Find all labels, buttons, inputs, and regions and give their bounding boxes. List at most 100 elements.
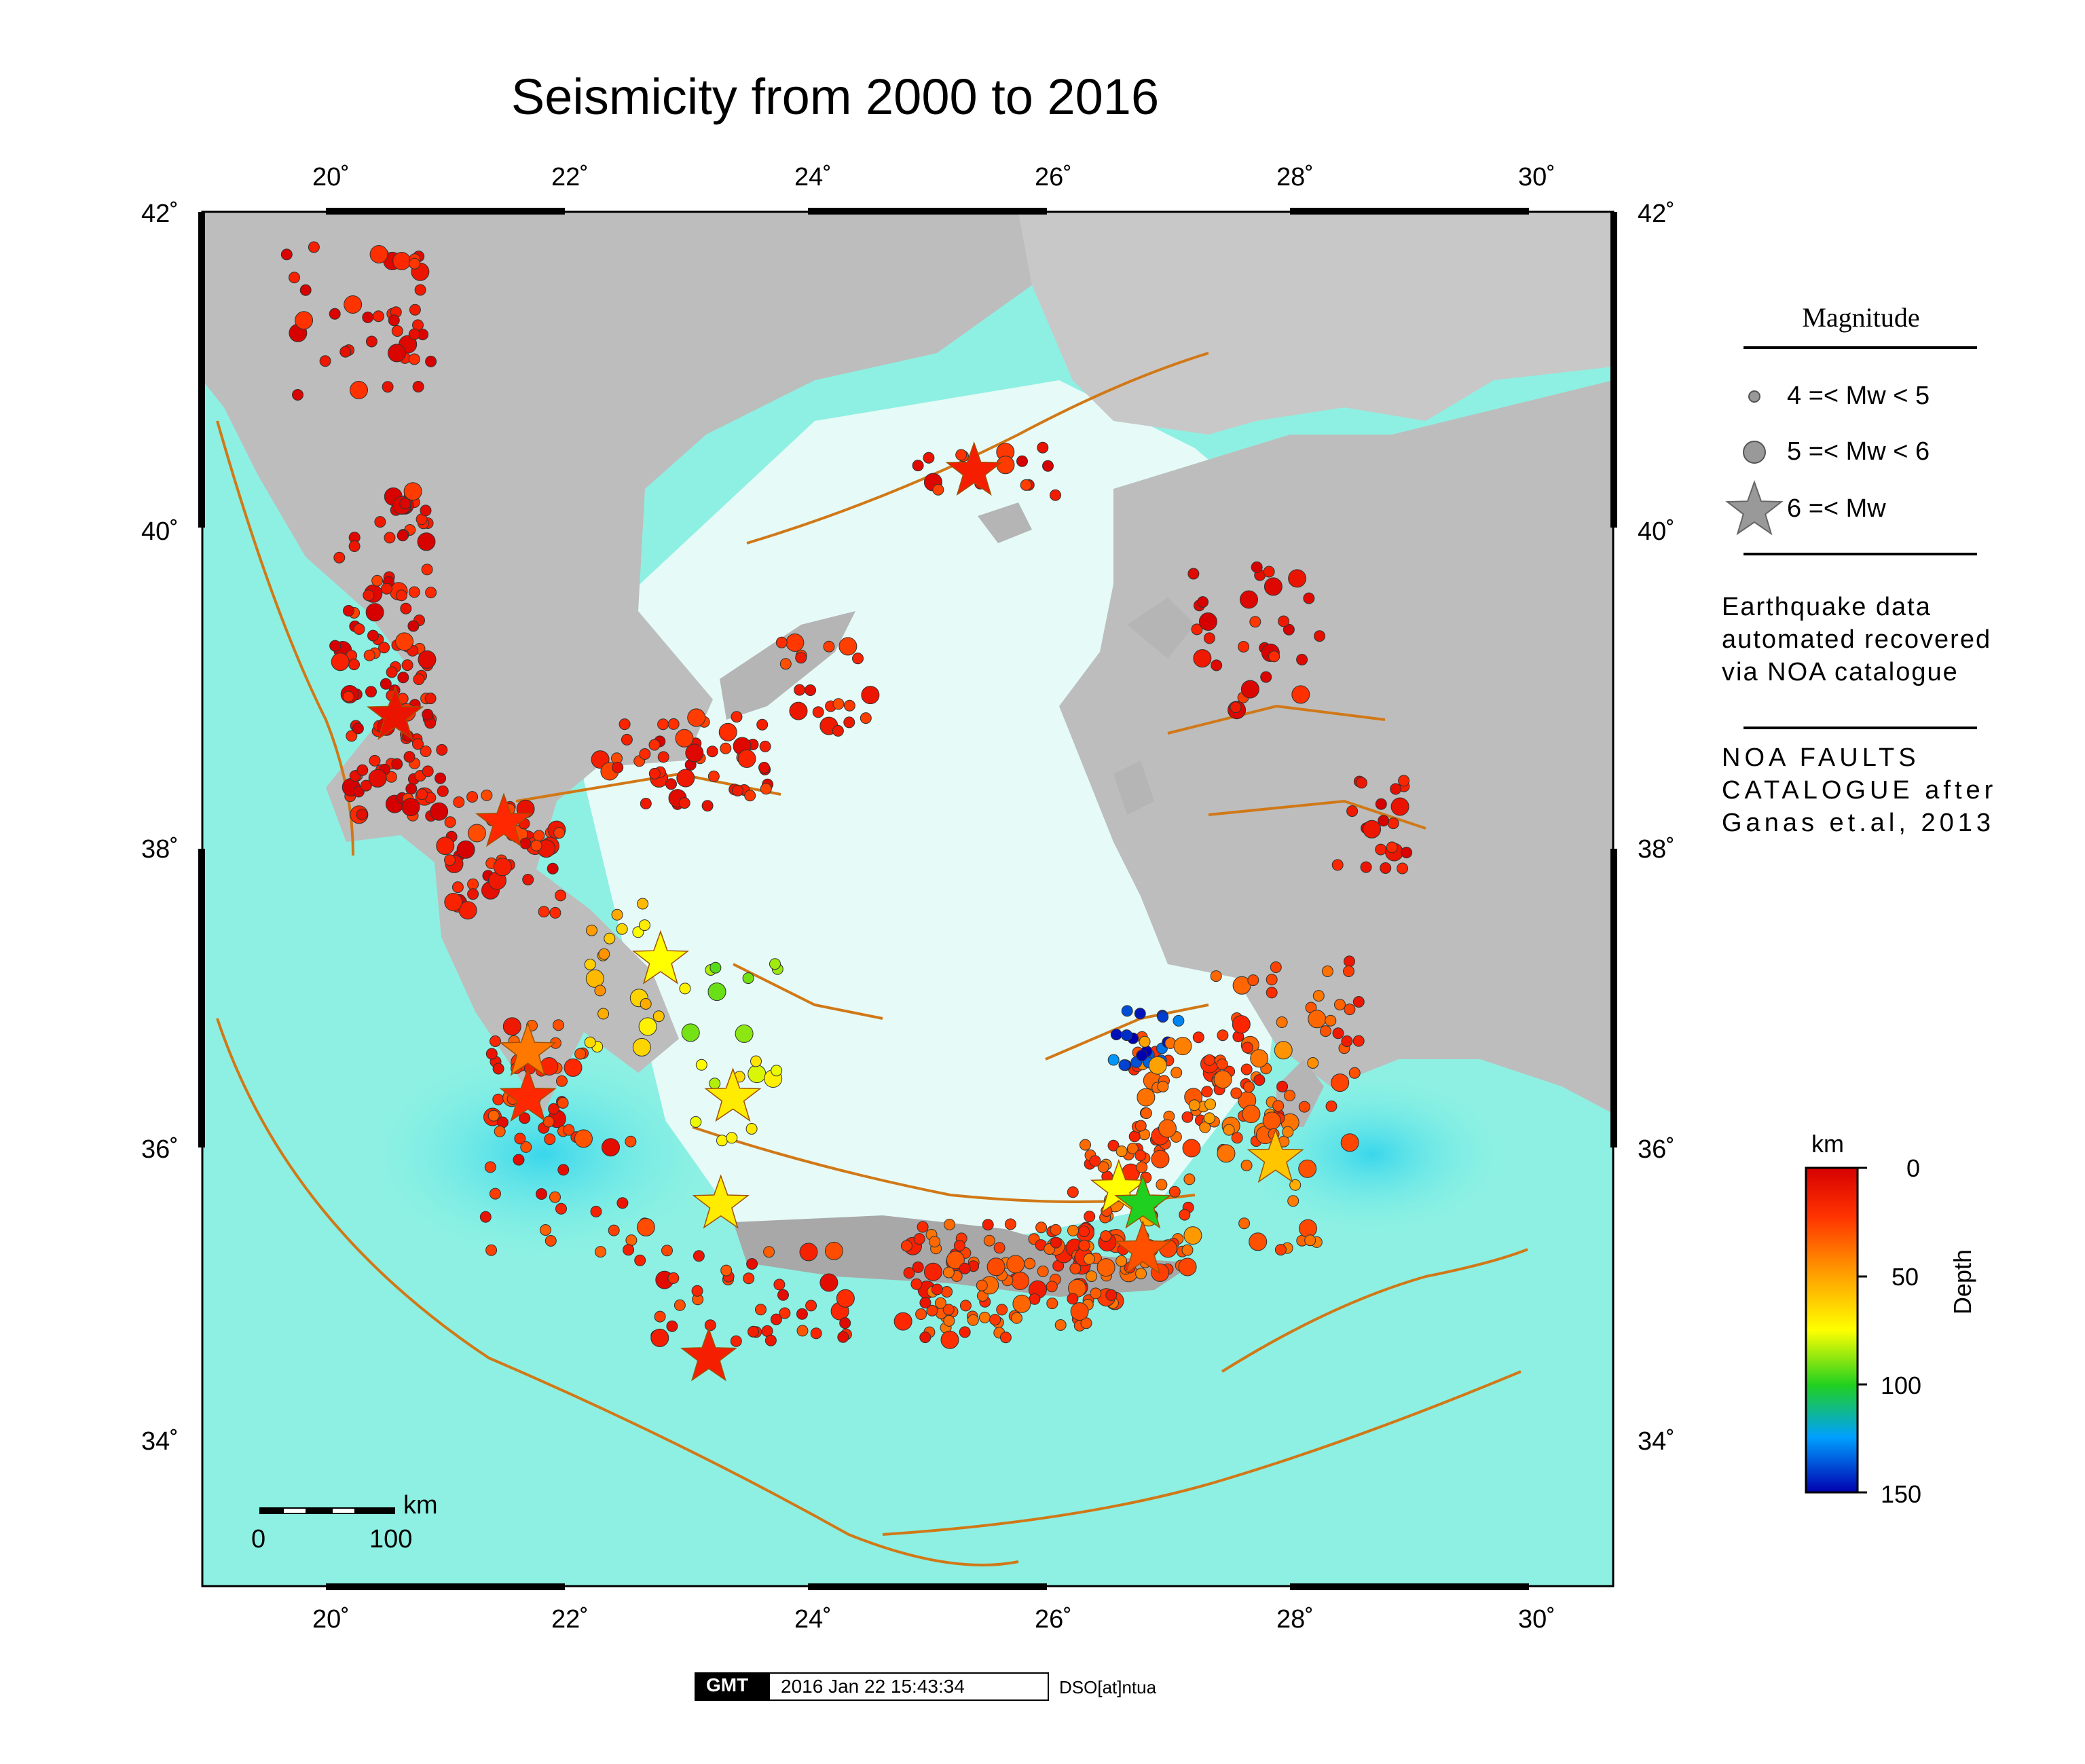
earthquake-dot: [369, 245, 388, 263]
earthquake-dot: [1216, 1059, 1228, 1070]
earthquake-dot: [1201, 1086, 1213, 1098]
earthquake-dot: [1263, 577, 1283, 596]
earthquake-dot: [331, 653, 350, 672]
earthquake-dot: [1128, 1131, 1141, 1143]
earthquake-dot: [1192, 1031, 1204, 1044]
earthquake-dot: [931, 1283, 943, 1296]
colorbar-unit: km: [1811, 1130, 1844, 1158]
earthquake-dot: [557, 1164, 570, 1176]
large-earthquake-stars: [367, 441, 1304, 1382]
earthquake-dot: [687, 708, 706, 727]
earthquake-dot: [1115, 1145, 1128, 1158]
earthquake-dot: [923, 452, 935, 464]
earthquake-dot: [403, 482, 422, 501]
earthquake-dot: [1083, 1253, 1095, 1265]
earthquake-dot: [756, 718, 769, 731]
earthquake-dot: [1080, 1139, 1091, 1151]
earthquake-dot: [444, 893, 463, 911]
earthquake-dot: [604, 932, 616, 944]
earthquake-dot: [333, 551, 346, 564]
earthquake-dot: [1276, 1016, 1288, 1028]
earthquake-dot: [893, 1312, 912, 1331]
earthquake-dot: [1387, 817, 1399, 830]
earthquake-dot: [484, 1161, 496, 1173]
earthquake-dot: [1325, 1100, 1337, 1112]
earthquake-dot: [1375, 798, 1387, 810]
map-title: Seismicity from 2000 to 2016: [511, 69, 1160, 125]
earthquake-dot: [1105, 1289, 1118, 1301]
earthquake-dot: [456, 840, 475, 859]
earthquake-dot: [1035, 1221, 1048, 1234]
earthquake-dot: [424, 693, 437, 705]
earthquake-dot: [695, 1059, 707, 1071]
anatolian-fault: [1208, 799, 1426, 830]
earthquake-dot: [704, 1319, 716, 1331]
earthquake-dot: [1230, 1087, 1242, 1099]
earthquake-dot: [585, 969, 604, 988]
earthquake-dot: [982, 1219, 994, 1231]
earthquake-dot: [910, 1278, 923, 1290]
earthquake-dot: [1274, 1041, 1293, 1060]
earthquake-dot: [487, 1109, 500, 1122]
levant-fault: [1221, 1248, 1528, 1373]
earthquake-dot: [466, 791, 479, 803]
earthquake-dot: [416, 788, 428, 801]
scalebar: [259, 1507, 395, 1514]
earthquake-dot: [843, 699, 855, 712]
frame-ticks: [198, 208, 1617, 1590]
earthquake-dot: [437, 785, 449, 797]
earthquake-dot: [674, 1299, 686, 1311]
earthquake-dot: [352, 722, 364, 735]
earthquake-dot: [611, 908, 623, 921]
earthquake-dot: [356, 809, 368, 821]
scalebar-label-0: 0: [251, 1525, 266, 1554]
colorbar-tick-150: 150: [1881, 1480, 1922, 1508]
earthquake-dot: [1217, 1144, 1236, 1163]
earthquake-dot: [943, 1315, 955, 1327]
earthquake-dot: [1243, 1081, 1255, 1093]
earthquake-dot: [408, 353, 420, 365]
earthquake-dot: [959, 1262, 971, 1274]
scalebar-unit: km: [403, 1491, 438, 1520]
earthquake-dot: [637, 898, 649, 910]
thrace-turkey: [1018, 212, 1613, 435]
lat-label-left-42: 42˚: [141, 200, 179, 228]
earthquake-dot: [917, 1221, 929, 1233]
earthquake-dot: [1110, 1029, 1122, 1041]
earthquake-dot: [388, 344, 406, 363]
earthquake-dot: [436, 837, 455, 856]
earthquake-dot: [430, 802, 449, 821]
earthquake-dot: [1118, 1059, 1130, 1071]
earthquake-dot: [1069, 1262, 1082, 1274]
earthquake-dot: [934, 1297, 946, 1309]
earthquake-dot: [912, 460, 924, 472]
earthquake-dot: [771, 1065, 783, 1077]
earthquake-dot: [693, 1250, 705, 1262]
earthquake-dot: [1183, 1226, 1202, 1245]
earthquake-dot: [485, 1244, 498, 1256]
earthquake-dot: [396, 530, 409, 542]
earthquake-dot: [755, 1304, 767, 1316]
earthquake-dot: [319, 355, 331, 367]
earthquake-dot: [595, 1246, 606, 1258]
earthquake-dot: [444, 854, 456, 866]
lon-label-bottom-30: 30˚: [1518, 1605, 1555, 1634]
earthquake-dot: [418, 650, 437, 669]
lat-label-left-36: 36˚: [141, 1135, 179, 1164]
earthquake-dot: [681, 1023, 700, 1042]
earthquake-dot: [623, 1244, 635, 1256]
earthquake-dot: [764, 1334, 777, 1346]
earthquake-dot: [542, 1116, 555, 1128]
earthquake-dot: [832, 698, 845, 710]
earthquake-dot: [544, 1133, 556, 1145]
earthquake-dot: [978, 1311, 991, 1323]
earthquake-dot: [1278, 615, 1290, 627]
earthquake-dot: [396, 589, 407, 602]
earthquake-dot: [639, 919, 650, 932]
earthquake-dot: [1080, 1317, 1092, 1329]
earthquake-dot: [900, 1240, 912, 1252]
earthquake-dot: [619, 718, 631, 731]
lat-label-left-40: 40˚: [141, 517, 179, 546]
earthquake-dot: [492, 1063, 504, 1075]
